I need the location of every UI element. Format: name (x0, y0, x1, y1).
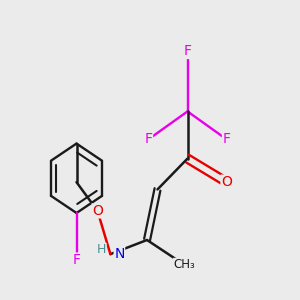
Text: H: H (97, 243, 106, 256)
Text: O: O (221, 175, 232, 189)
Text: O: O (92, 204, 103, 218)
Text: F: F (73, 253, 80, 267)
Text: F: F (223, 132, 230, 146)
Text: F: F (184, 44, 191, 58)
Text: CH₃: CH₃ (174, 258, 195, 272)
Text: N: N (114, 247, 124, 261)
Text: F: F (145, 132, 152, 146)
